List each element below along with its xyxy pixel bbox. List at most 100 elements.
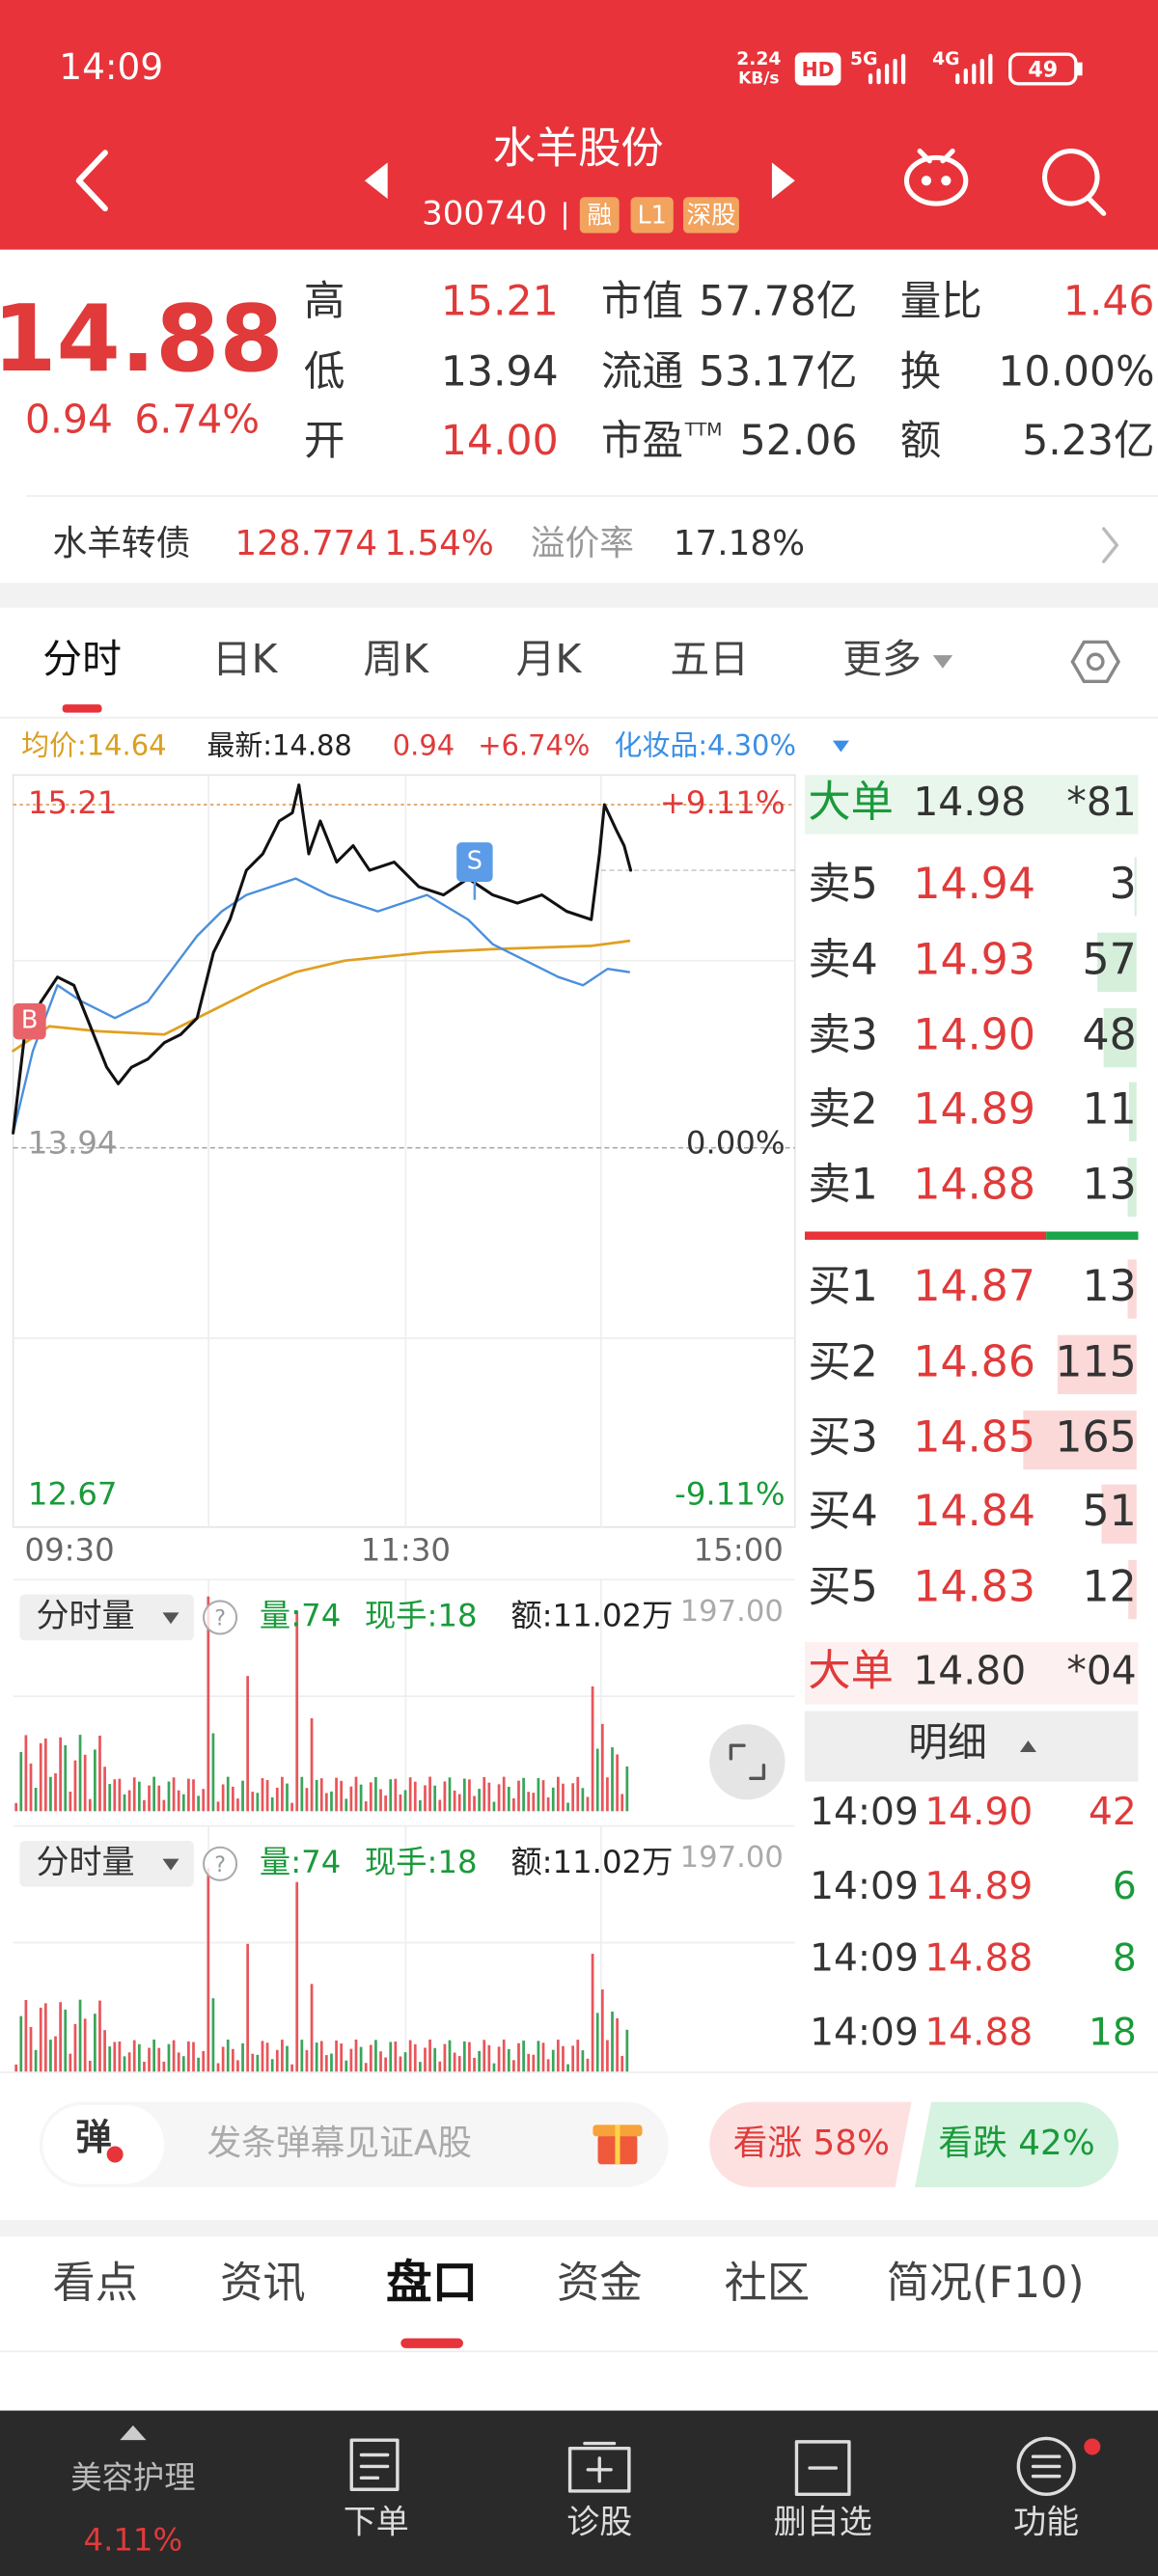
nav-sector[interactable]: 美容护理 [70, 2459, 195, 2496]
stat-value: 13.94 [441, 349, 559, 397]
detail-header-bg [804, 1711, 1139, 1782]
ratio-bar-bid [804, 1231, 1047, 1241]
level-price: 14.86 [913, 1337, 1035, 1386]
danmu-placeholder[interactable]: 发条弹幕见证A股 [207, 2124, 472, 2163]
volume-bar [108, 1784, 112, 1812]
volume-bar [600, 1723, 604, 1812]
search-icon[interactable] [1042, 149, 1107, 216]
info-tab[interactable]: 资金 [557, 2259, 643, 2308]
chart-tab[interactable]: 日K [212, 636, 279, 682]
volume-bar [172, 2040, 176, 2072]
low-pct: -9.11% [675, 1476, 785, 1513]
nav-item[interactable]: 下单 [344, 2503, 409, 2541]
level-label: 买1 [808, 1262, 877, 1311]
sector-change[interactable]: 化妆品:4.30% [615, 728, 796, 761]
level-label: 卖3 [808, 1011, 877, 1060]
volume-bar [359, 1784, 363, 1812]
expand-button[interactable] [709, 1724, 786, 1800]
level-volume: 51 [1082, 1487, 1136, 1536]
volume-value: 量:74 [260, 1597, 341, 1633]
volume-bar [167, 1781, 171, 1812]
volume-selector[interactable]: 分时量 [36, 1843, 134, 1881]
volume-bar [453, 2052, 456, 2072]
last-price: 14.88 [0, 287, 284, 393]
volume-bar [448, 2040, 452, 2072]
back-button[interactable] [75, 150, 108, 212]
chart-tab[interactable]: 月K [516, 636, 583, 682]
sector-up-arrow [120, 2425, 147, 2441]
info-tab[interactable]: 盘口 [386, 2257, 478, 2310]
chart-tab[interactable]: 周K [363, 636, 429, 682]
tick-time: 14:09 [810, 1865, 919, 1908]
volume-bar [335, 1777, 338, 1812]
volume-bar [197, 2057, 200, 2072]
info-tab[interactable]: 社区 [725, 2259, 811, 2308]
nav-item[interactable]: 删自选 [774, 2503, 872, 2541]
volume-bar [226, 2040, 230, 2072]
volume-bar [305, 2049, 309, 2072]
next-stock[interactable] [771, 162, 795, 199]
volume-bar [595, 1748, 599, 1812]
volume-bar [132, 1777, 136, 1812]
volume-bar [216, 2063, 220, 2072]
tick-time: 14:09 [810, 2011, 919, 2054]
current-volume: 现手:18 [365, 1844, 478, 1880]
nav-item[interactable]: 功能 [1013, 2503, 1079, 2541]
info-tab[interactable]: 看点 [52, 2259, 138, 2308]
bond-chevron[interactable] [1102, 527, 1119, 563]
stat-value: 53.17亿 [699, 349, 857, 397]
assistant-icon[interactable] [903, 149, 969, 206]
volume-bar [616, 2018, 619, 2072]
detail-title[interactable]: 明细 [908, 1719, 987, 1766]
price-change: 0.94 [25, 396, 113, 442]
settings-icon[interactable] [1070, 640, 1121, 684]
level-volume: 13 [1082, 1262, 1136, 1311]
volume-bar [319, 2041, 323, 2072]
net-unit: KB/s [738, 69, 780, 89]
chart-tab[interactable]: 五日 [670, 636, 749, 682]
battery [1008, 52, 1078, 86]
nav-item[interactable]: 诊股 [566, 2503, 632, 2541]
tick-volume: 42 [1089, 1791, 1137, 1834]
volume-bar [251, 1792, 255, 1812]
bear-vote: 看跌 42% [938, 2124, 1094, 2163]
volume-bar [462, 1778, 466, 1812]
volume-bar [408, 2040, 412, 2072]
signal-5g [868, 53, 906, 85]
volume-bar [571, 2045, 575, 2072]
volume-axis-max: 197.00 [680, 1841, 784, 1875]
level-volume: 48 [1082, 1011, 1136, 1060]
volume-bar [127, 1790, 131, 1812]
volume-bar [591, 1954, 594, 2072]
volume-bar [295, 1881, 299, 2072]
level-label: 卖4 [808, 935, 877, 984]
price-line [12, 783, 633, 1135]
volume-bar [576, 1776, 580, 1812]
volume-bar [98, 1736, 101, 1812]
stat-value: 10.00% [998, 349, 1154, 397]
prev-stock[interactable] [364, 162, 388, 199]
bear-button[interactable] [915, 2101, 1119, 2188]
info-tab[interactable]: 简况(F10) [887, 2259, 1085, 2308]
tick-volume: 6 [1113, 1865, 1137, 1908]
latest-price: 最新:14.88 [207, 728, 351, 761]
volume-bar [300, 2040, 304, 2072]
volume-bar [64, 1744, 68, 1812]
volume-bar [24, 1735, 28, 1812]
help-icon-text: ? [214, 1852, 226, 1877]
volume-bar [98, 2000, 101, 2072]
volume-selector[interactable]: 分时量 [36, 1597, 134, 1635]
volume-bar [468, 1779, 471, 1812]
low-label: 12.67 [28, 1476, 118, 1513]
notify-dot [1084, 2438, 1101, 2455]
selector-arrow [162, 1612, 179, 1625]
tick-volume: 8 [1113, 1937, 1137, 1981]
volume-bar [399, 1794, 402, 1812]
hd-badge: HD [802, 58, 835, 81]
danmu-icon[interactable]: 弹 [75, 2116, 111, 2158]
bull-button[interactable] [709, 2101, 912, 2188]
info-tab[interactable]: 资讯 [220, 2259, 306, 2308]
volume-bar [462, 2041, 466, 2072]
chart-tab[interactable]: 分时 [42, 636, 122, 682]
chart-tab[interactable]: 更多 [842, 636, 922, 682]
